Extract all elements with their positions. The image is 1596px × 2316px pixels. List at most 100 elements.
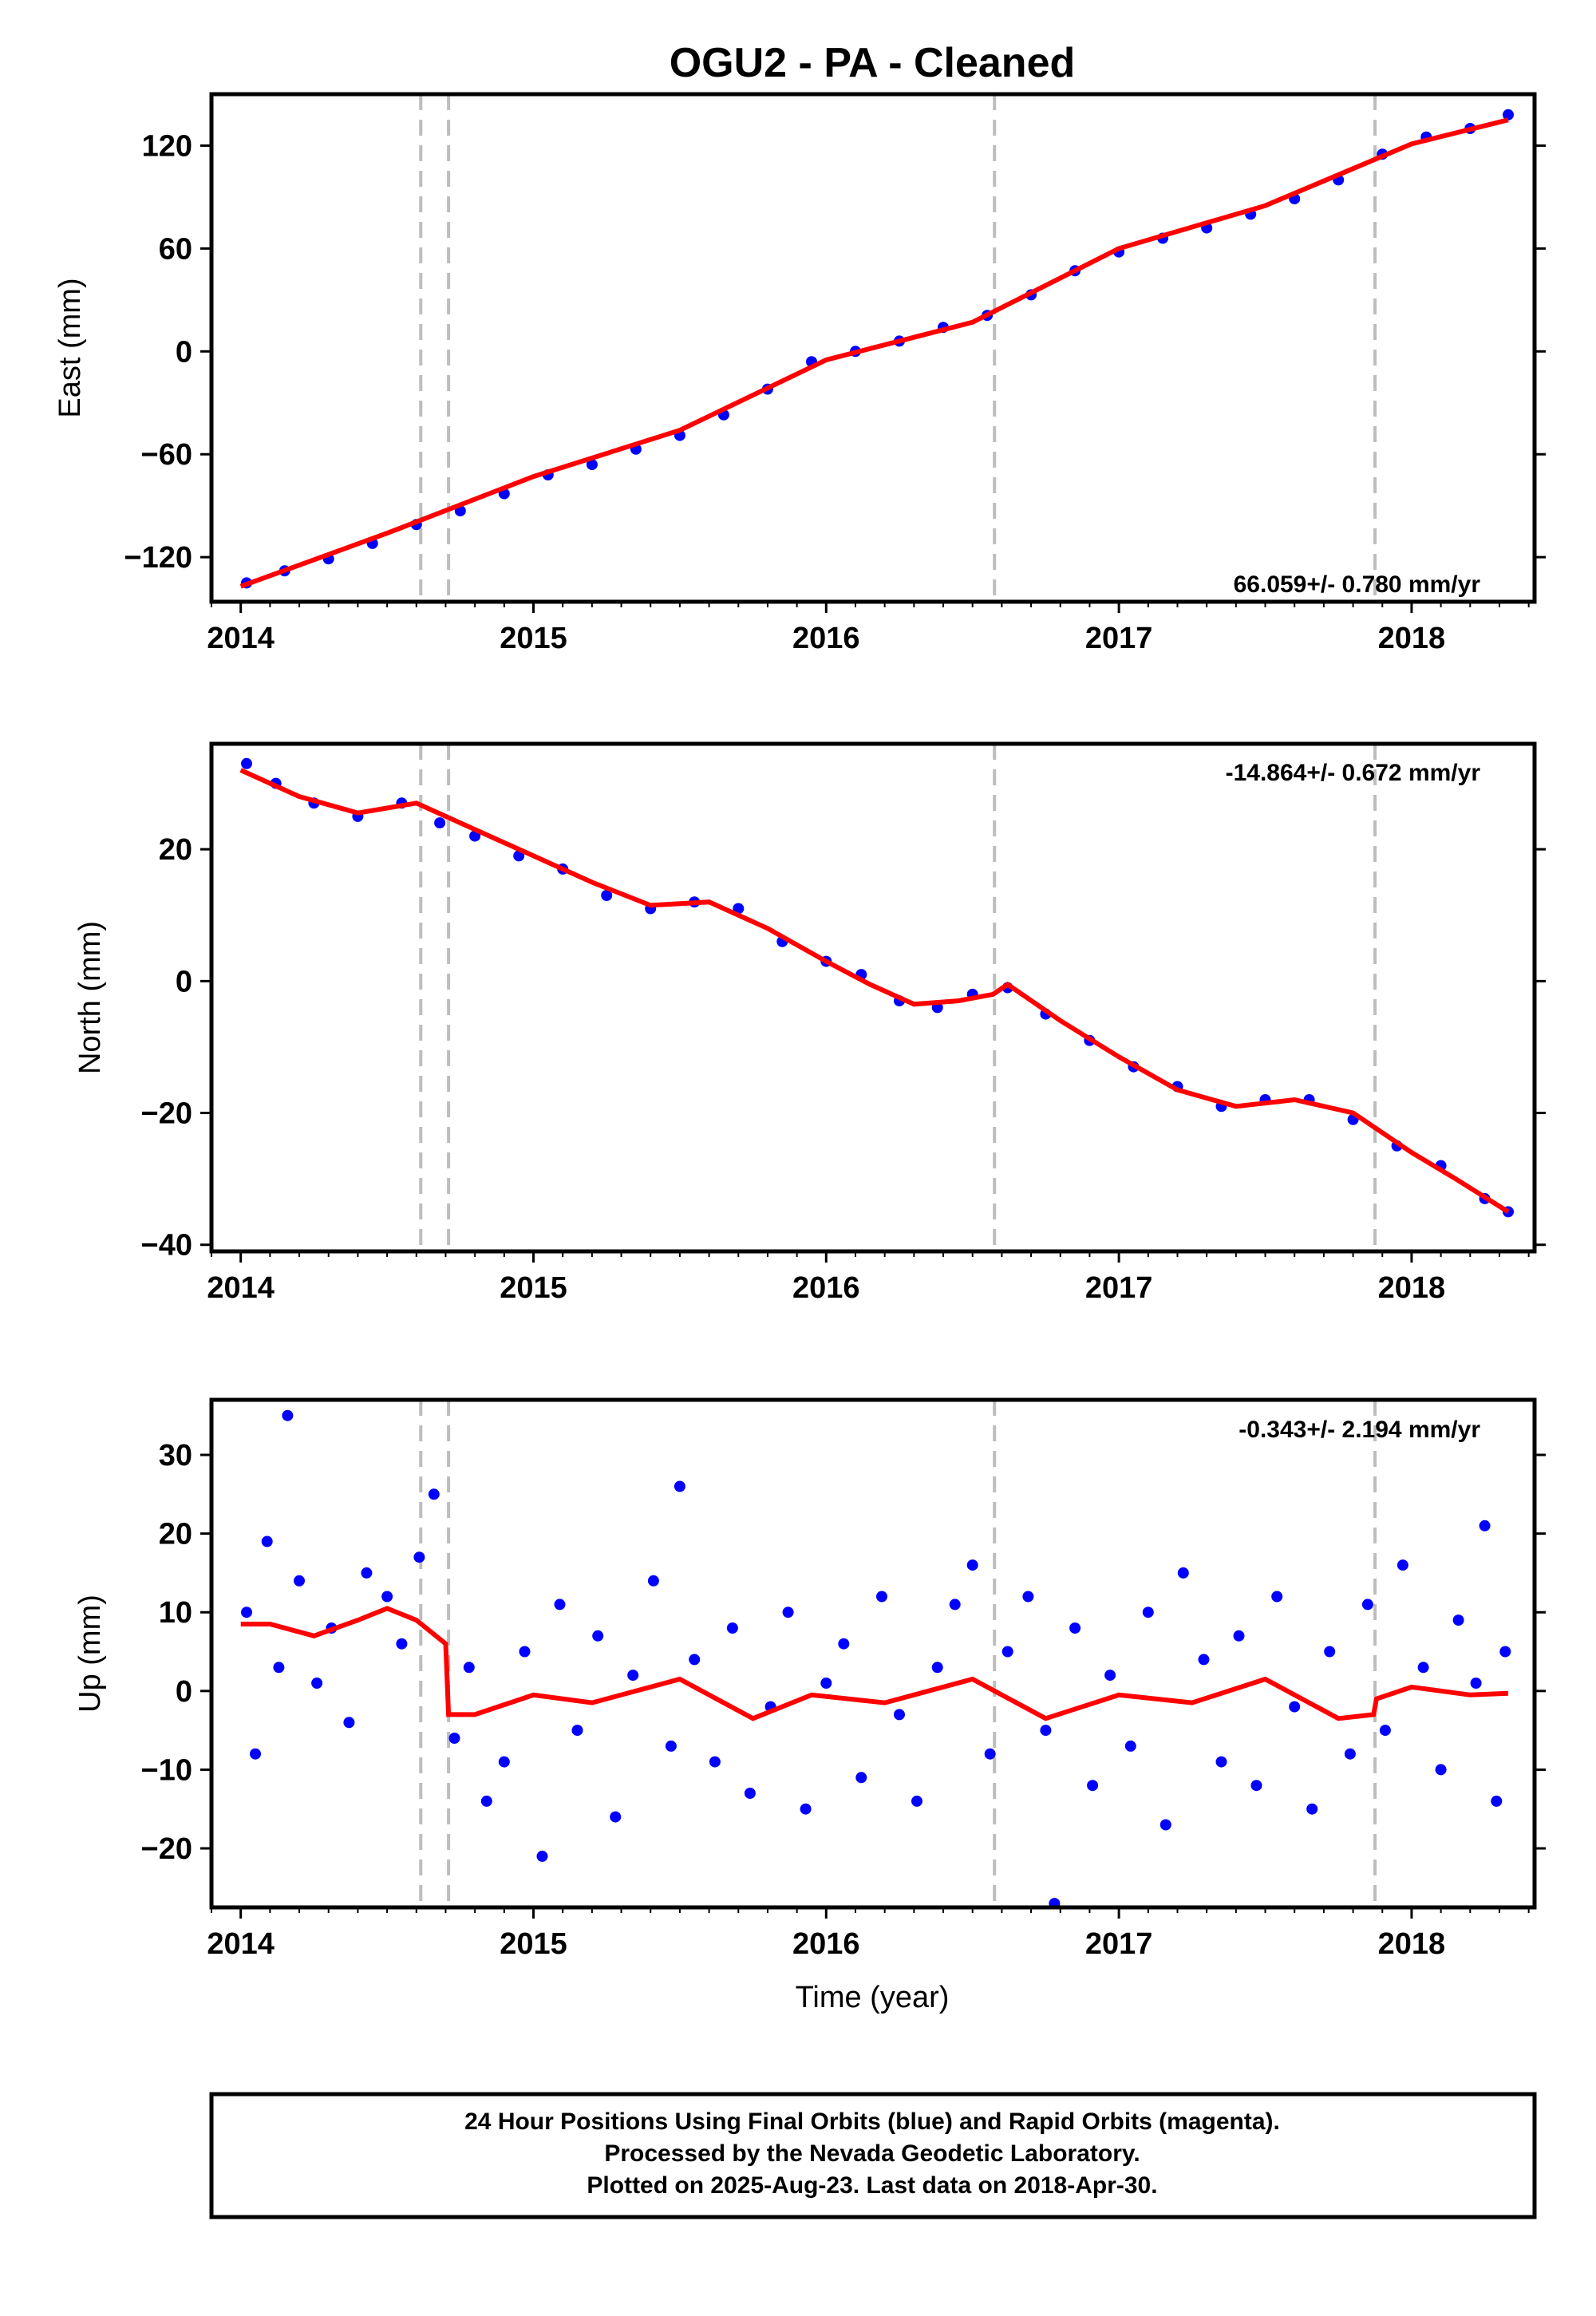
up-point xyxy=(396,1638,408,1650)
north-axis-label: North (mm) xyxy=(73,921,107,1074)
east-rate-label: 66.059+/- 0.780 mm/yr xyxy=(1234,571,1481,598)
up-frame xyxy=(209,1397,1537,1910)
up-point xyxy=(627,1670,639,1682)
east-y-tick-label: 60 xyxy=(159,232,192,266)
up-point xyxy=(343,1717,355,1729)
east-x-tick-label: 2018 xyxy=(1378,622,1446,655)
up-point xyxy=(571,1725,583,1737)
up-event-lines xyxy=(419,1400,1377,1907)
up-point xyxy=(855,1772,867,1784)
up-point xyxy=(800,1803,812,1815)
up-point xyxy=(1124,1740,1136,1752)
north-y-tick-label: −40 xyxy=(141,1229,192,1263)
footer-line-1: 24 Hour Positions Using Final Orbits (bl… xyxy=(464,2109,1280,2135)
north-point xyxy=(434,817,446,829)
up-point xyxy=(647,1575,659,1587)
up-point xyxy=(498,1756,510,1768)
up-point xyxy=(1470,1678,1482,1689)
up-point xyxy=(1435,1764,1447,1776)
up-point xyxy=(949,1599,961,1611)
up-x-tick-label: 2015 xyxy=(500,1927,567,1961)
up-point xyxy=(250,1748,261,1760)
up-point xyxy=(1177,1567,1189,1579)
up-point xyxy=(592,1630,604,1642)
up-point xyxy=(311,1678,323,1689)
east-y-tick-label: −60 xyxy=(141,438,192,472)
up-point xyxy=(782,1607,794,1618)
east-y-ticks: −120 −60 0 60 120 xyxy=(124,129,1546,575)
east-model-line xyxy=(239,117,1509,589)
footer-box: 24 Hour Positions Using Final Orbits (bl… xyxy=(209,2092,1537,2219)
up-point xyxy=(1479,1520,1491,1531)
up-point xyxy=(1379,1725,1391,1737)
east-frame xyxy=(209,92,1537,604)
up-point xyxy=(1022,1591,1034,1603)
up-point xyxy=(448,1733,460,1744)
north-point xyxy=(241,757,252,769)
up-point xyxy=(1306,1803,1318,1815)
up-point xyxy=(838,1638,850,1650)
north-x-tick-label: 2016 xyxy=(792,1271,860,1305)
up-y-tick-label: 0 xyxy=(176,1675,192,1709)
up-point xyxy=(536,1850,548,1862)
east-x-tick-label: 2016 xyxy=(792,622,860,655)
north-x-ticks: 2014 2015 2016 2017 2018 xyxy=(207,1251,1530,1305)
east-x-tick-label: 2017 xyxy=(1085,622,1153,655)
up-point xyxy=(894,1709,905,1721)
up-model-line xyxy=(240,1606,1509,1721)
footer-frame xyxy=(209,2092,1537,2219)
footer-line-2: Processed by the Nevada Geodetic Laborat… xyxy=(604,2140,1140,2167)
up-point xyxy=(931,1662,943,1674)
up-point xyxy=(744,1788,756,1799)
up-y-tick-label: −20 xyxy=(141,1832,192,1866)
up-point xyxy=(1324,1646,1336,1658)
north-y-tick-label: 20 xyxy=(159,833,192,867)
up-rate-label: -0.343+/- 2.194 mm/yr xyxy=(1238,1417,1480,1443)
up-point xyxy=(610,1811,622,1823)
up-y-tick-label: 20 xyxy=(159,1518,192,1551)
up-x-tick-label: 2016 xyxy=(792,1927,860,1961)
up-point xyxy=(1250,1780,1262,1792)
up-point xyxy=(1452,1614,1464,1626)
up-point xyxy=(273,1662,285,1674)
up-point xyxy=(1499,1646,1511,1658)
up-point xyxy=(1040,1725,1052,1737)
up-point xyxy=(820,1678,832,1689)
up-data-points xyxy=(241,1409,1511,1910)
up-y-ticks: −20 −10 0 10 20 30 xyxy=(141,1439,1546,1866)
panel-up: −20 −10 0 10 20 30 2014 2015 2016 2017 2018 -0.34… xyxy=(73,1397,1546,1961)
up-point xyxy=(1233,1630,1245,1642)
up-x-tick-label: 2014 xyxy=(207,1927,275,1961)
up-y-tick-label: 10 xyxy=(159,1596,192,1630)
north-x-tick-label: 2018 xyxy=(1378,1271,1446,1305)
panel-north: −40 −20 0 20 2014 2015 2016 2017 2018 -14.864+/… xyxy=(73,741,1546,1305)
up-point xyxy=(282,1409,294,1421)
east-point xyxy=(586,459,598,471)
north-x-tick-label: 2017 xyxy=(1085,1271,1153,1305)
up-point xyxy=(1142,1607,1154,1618)
up-point xyxy=(361,1567,373,1579)
up-point xyxy=(1361,1599,1373,1611)
up-point xyxy=(1104,1670,1116,1682)
north-frame xyxy=(209,741,1537,1254)
up-point xyxy=(984,1748,996,1760)
east-y-tick-label: −120 xyxy=(124,541,192,575)
north-event-lines xyxy=(419,744,1377,1251)
up-point xyxy=(1198,1654,1210,1666)
footer-line-3: Plotted on 2025-Aug-23. Last data on 201… xyxy=(587,2172,1157,2199)
up-point xyxy=(413,1551,425,1563)
up-point xyxy=(294,1575,305,1587)
up-point xyxy=(519,1646,531,1658)
up-point xyxy=(261,1535,273,1547)
up-point xyxy=(463,1662,475,1674)
figure-title: OGU2 - PA - Cleaned xyxy=(670,40,1076,86)
east-y-tick-label: 120 xyxy=(142,129,192,163)
up-point xyxy=(1271,1591,1283,1603)
up-y-tick-label: −10 xyxy=(141,1753,192,1787)
up-point xyxy=(1159,1819,1171,1831)
north-y-tick-label: 0 xyxy=(176,965,192,998)
up-point xyxy=(911,1795,922,1807)
up-point xyxy=(480,1795,492,1807)
up-y-tick-label: 30 xyxy=(159,1439,192,1472)
